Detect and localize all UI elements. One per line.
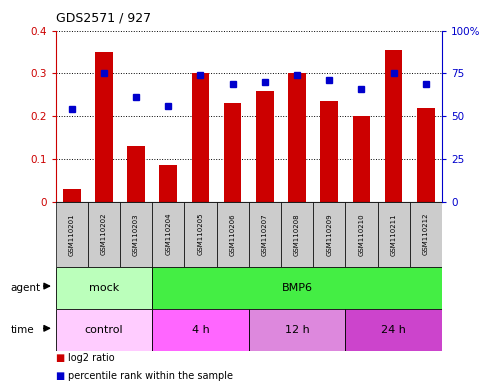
- Text: GSM110212: GSM110212: [423, 213, 429, 255]
- Text: ■: ■: [56, 353, 65, 363]
- Text: agent: agent: [11, 283, 41, 293]
- Bar: [127, 146, 145, 202]
- Text: GSM110201: GSM110201: [69, 213, 75, 256]
- Text: GSM110210: GSM110210: [358, 213, 365, 256]
- Text: GSM110207: GSM110207: [262, 213, 268, 256]
- Bar: [56, 267, 152, 309]
- Bar: [385, 50, 402, 202]
- Text: GSM110205: GSM110205: [198, 213, 203, 255]
- Text: time: time: [11, 325, 34, 335]
- Bar: [320, 101, 338, 202]
- Bar: [63, 189, 81, 202]
- Text: GSM110211: GSM110211: [391, 213, 397, 256]
- Text: 4 h: 4 h: [192, 325, 209, 335]
- Bar: [159, 165, 177, 202]
- Text: GDS2571 / 927: GDS2571 / 927: [56, 12, 151, 25]
- Text: GSM110202: GSM110202: [101, 213, 107, 255]
- Bar: [120, 202, 152, 267]
- Bar: [152, 267, 442, 309]
- Text: 12 h: 12 h: [284, 325, 310, 335]
- Bar: [152, 309, 249, 351]
- Text: ■: ■: [56, 371, 65, 381]
- Text: 24 h: 24 h: [381, 325, 406, 335]
- Bar: [410, 202, 442, 267]
- Text: log2 ratio: log2 ratio: [68, 353, 114, 363]
- Bar: [313, 202, 345, 267]
- Text: control: control: [85, 325, 123, 335]
- Bar: [185, 202, 216, 267]
- Bar: [152, 202, 185, 267]
- Bar: [256, 91, 274, 202]
- Bar: [224, 103, 242, 202]
- Text: GSM110206: GSM110206: [229, 213, 236, 256]
- Bar: [288, 73, 306, 202]
- Bar: [56, 309, 152, 351]
- Bar: [249, 202, 281, 267]
- Bar: [281, 202, 313, 267]
- Bar: [353, 116, 370, 202]
- Text: GSM110208: GSM110208: [294, 213, 300, 256]
- Bar: [216, 202, 249, 267]
- Text: percentile rank within the sample: percentile rank within the sample: [68, 371, 233, 381]
- Bar: [95, 52, 113, 202]
- Bar: [56, 202, 88, 267]
- Text: GSM110204: GSM110204: [165, 213, 171, 255]
- Bar: [417, 108, 435, 202]
- Bar: [345, 309, 442, 351]
- Bar: [249, 309, 345, 351]
- Text: mock: mock: [89, 283, 119, 293]
- Text: GSM110203: GSM110203: [133, 213, 139, 256]
- Text: BMP6: BMP6: [282, 283, 313, 293]
- Text: GSM110209: GSM110209: [326, 213, 332, 256]
- Bar: [88, 202, 120, 267]
- Bar: [192, 73, 209, 202]
- Bar: [345, 202, 378, 267]
- Bar: [378, 202, 410, 267]
